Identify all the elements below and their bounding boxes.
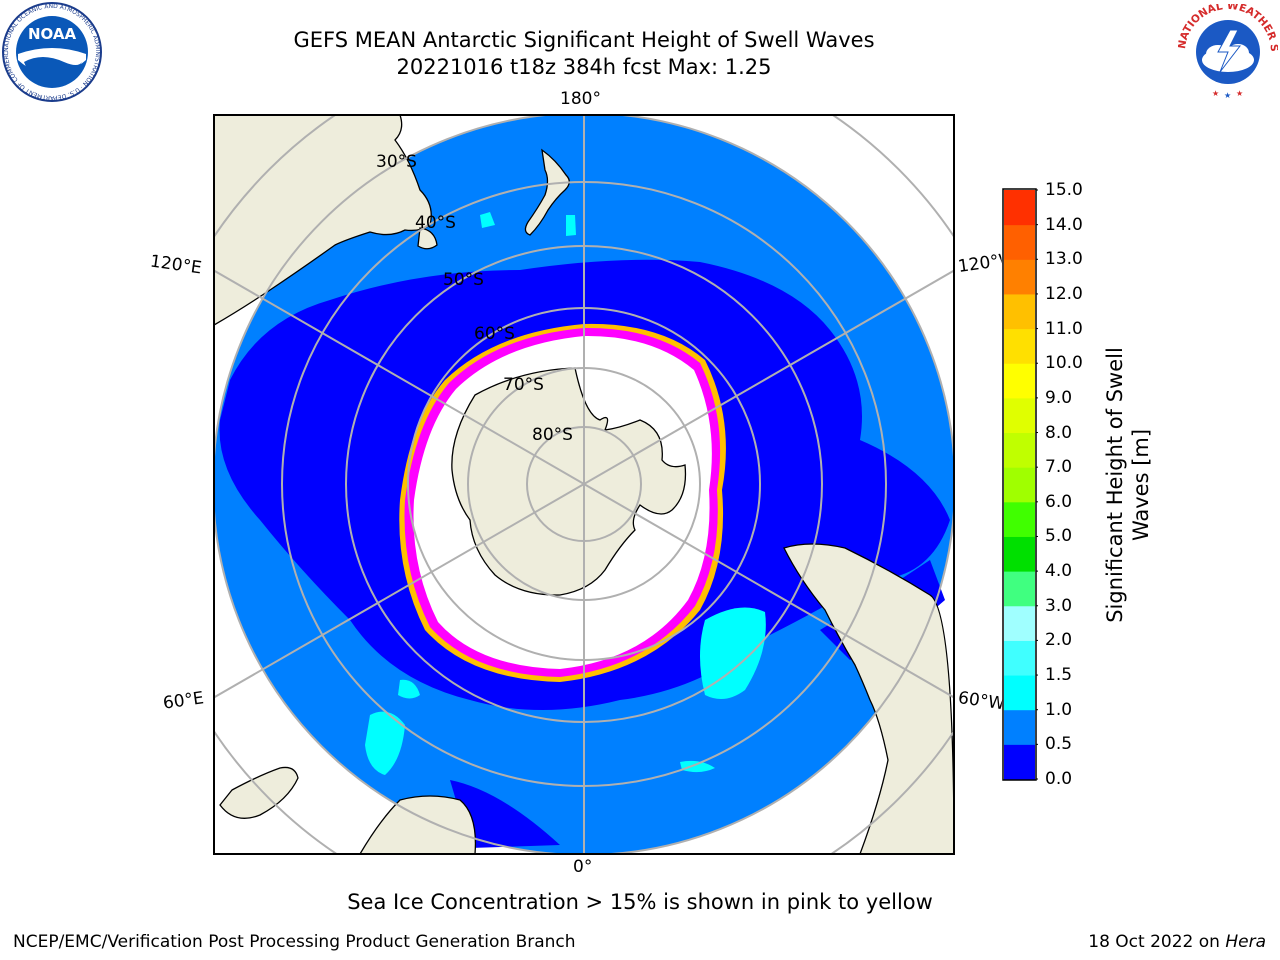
colorbar-segment (1004, 259, 1035, 295)
colorbar-tick-label: 1.5 (1045, 665, 1073, 686)
colorbar-segment (1004, 571, 1035, 607)
caption: Sea Ice Concentration > 15% is shown in … (347, 890, 933, 914)
colorbar-segment (1004, 605, 1035, 641)
nws-logo: NATIONAL WEATHER SERVICE ★ ★ ★ (1178, 4, 1278, 100)
noaa-logo-text: NOAA (28, 25, 77, 43)
land-tasmania (417, 227, 438, 250)
colorbar-segment (1004, 293, 1035, 330)
colorbar-tick-label: 3.0 (1045, 595, 1073, 616)
colorbar-segment (1004, 744, 1035, 780)
low-swell-patch (450, 780, 560, 848)
swell-patch-cyan (365, 711, 405, 775)
swell-patch-cyan (566, 215, 576, 236)
title-line-2: 20221016 t18z 384h fcst Max: 1.25 (396, 55, 772, 79)
swell-patch-cyan (398, 679, 420, 699)
swell-patch-cyan (480, 212, 495, 228)
antarctica (451, 367, 687, 596)
svg-text:★: ★ (1212, 89, 1219, 98)
swell-patch-cyan (680, 760, 715, 773)
colorbar-segment (1004, 640, 1035, 676)
colorbar-segment (1004, 675, 1035, 711)
lat-label-60s: 60°S (474, 324, 515, 344)
title-line-1: GEFS MEAN Antarctic Significant Height o… (293, 28, 875, 52)
map-frame-border (213, 114, 955, 855)
colorbar-tick-label: 0.5 (1045, 734, 1073, 755)
colorbar-tick-label: 14.0 (1045, 214, 1083, 235)
colorbar-tick-label: 0.0 (1045, 769, 1073, 789)
footer-date: 18 Oct 2022 on Hera (1088, 932, 1266, 952)
svg-text:★: ★ (1236, 89, 1243, 98)
colorbar-segment (1004, 432, 1035, 468)
colorbar-tick-label: 15.0 (1045, 180, 1083, 200)
colorbar-segment (1004, 397, 1035, 434)
colorbar-tick-label: 10.0 (1045, 353, 1083, 374)
colorbar-tick-label: 9.0 (1045, 387, 1073, 408)
colorbar-tick-label: 7.0 (1045, 457, 1073, 478)
lon-label-0: 0° (573, 857, 593, 877)
colorbar-segment (1004, 224, 1035, 260)
footer-credit: NCEP/EMC/Verification Post Processing Pr… (13, 932, 576, 952)
colorbar-tick-label: 2.0 (1045, 630, 1073, 651)
colorbar-tick-label: 5.0 (1045, 526, 1073, 547)
colorbar-tick-label: 6.0 (1045, 491, 1073, 512)
land-madagascar (219, 766, 299, 819)
land-new-zealand (524, 148, 570, 236)
colorbar-segment (1004, 328, 1035, 364)
lat-label-50s: 50°S (443, 270, 484, 290)
lat-label-40s: 40°S (415, 213, 456, 233)
lat-label-80s: 80°S (532, 425, 573, 445)
colorbar-tick-label: 11.0 (1045, 318, 1083, 339)
colorbar (1002, 188, 1038, 781)
colorbar-segment (1004, 190, 1035, 226)
lat-label-70s: 70°S (503, 375, 544, 395)
colorbar-segment (1004, 467, 1035, 503)
land-south-america (783, 543, 954, 854)
colorbar-tick-label: 4.0 (1045, 561, 1073, 582)
colorbar-tick-label: 13.0 (1045, 249, 1083, 270)
svg-text:★: ★ (1224, 91, 1231, 100)
colorbar-segment (1004, 363, 1035, 399)
colorbar-label: Significant Height of Swell Waves [m] (1103, 347, 1153, 623)
colorbar-tick-label: 8.0 (1045, 422, 1073, 443)
lon-label-180: 180° (560, 89, 601, 109)
colorbar-tick-label: 12.0 (1045, 283, 1083, 304)
colorbar-tick-label: 1.0 (1045, 699, 1073, 720)
lat-label-30s: 30°S (376, 152, 417, 172)
colorbar-segment (1004, 536, 1035, 572)
swell-patch-cyan (700, 607, 766, 699)
land-africa (359, 795, 477, 854)
colorbar-segment (1004, 709, 1035, 745)
noaa-logo: NATIONAL OCEANIC AND ATMOSPHERIC ADMINIS… (2, 2, 102, 102)
footer-host: Hera (1225, 932, 1266, 952)
colorbar-segment (1004, 501, 1035, 537)
longitude-grid (214, 115, 954, 854)
